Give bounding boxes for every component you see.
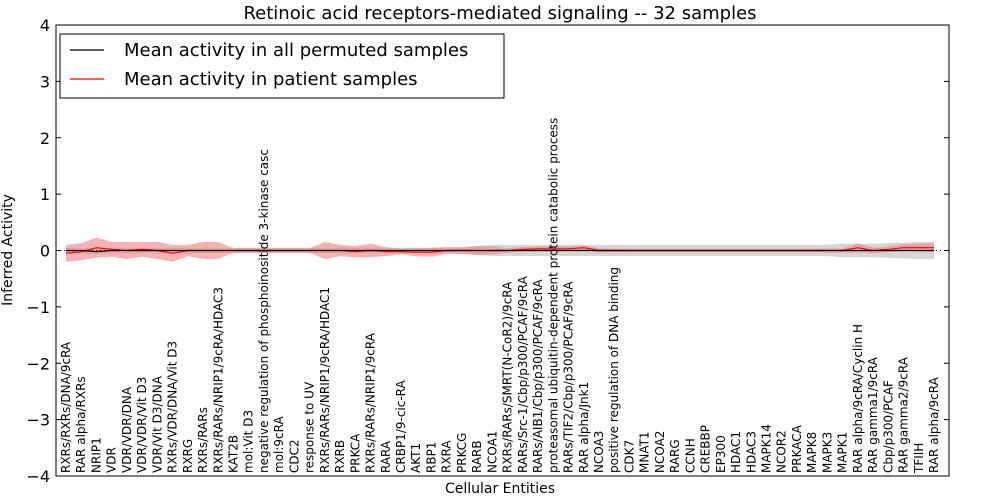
x-tick-label: NCOR2 bbox=[775, 430, 789, 473]
x-tick-label: MNAT1 bbox=[638, 431, 652, 473]
x-tick-label: Cbp/p300/PCAF bbox=[881, 380, 895, 473]
x-tick-label: RARs/AIB1/Cbp/p300/PCAF/9cRA bbox=[531, 279, 545, 473]
confidence-bands bbox=[66, 237, 934, 262]
x-tick-label: AKT1 bbox=[409, 443, 423, 473]
x-tick-label: RARs/TIF2/Cbp/p300/PCAF/9cRA bbox=[562, 281, 576, 473]
x-tick-label: NRIP1 bbox=[90, 437, 104, 473]
x-tick-label: CDC2 bbox=[287, 439, 301, 473]
x-tick-label: RXRB bbox=[333, 440, 347, 473]
x-tick-label: MAPK14 bbox=[760, 424, 774, 473]
x-tick-label: EP300 bbox=[714, 435, 728, 473]
x-tick-label: response to UV bbox=[303, 381, 317, 473]
y-tick-label: 1 bbox=[40, 185, 50, 204]
legend-label-patient: Mean activity in patient samples bbox=[124, 69, 418, 90]
x-tick-label: NCOA3 bbox=[592, 431, 606, 473]
x-tick-label: RXRs/VDR/DNA/Vit D3 bbox=[166, 341, 180, 473]
x-tick-label: VDR/VDR/DNA bbox=[120, 386, 134, 473]
x-tick-label: PRKCA bbox=[348, 433, 362, 473]
series-line-permuted bbox=[66, 249, 934, 253]
x-tick-label: CDK7 bbox=[622, 440, 636, 473]
x-tick-label: RAR alpha/9cRA/Cyclin H bbox=[851, 324, 865, 473]
x-tick-label: mol:Vit D3 bbox=[242, 410, 256, 473]
x-tick-label: PRKACA bbox=[790, 424, 804, 473]
chart-title: Retinoic acid receptors-mediated signali… bbox=[243, 3, 756, 24]
y-tick-label: −1 bbox=[26, 298, 50, 317]
x-tick-labels: RXRs/RXRs/DNA/9cRA RAR alpha/RXRs NRIP1 VDR… bbox=[59, 118, 941, 474]
x-tick-label: RARA bbox=[379, 440, 393, 473]
x-tick-label: RAR gamma1/9cRA bbox=[866, 356, 880, 473]
x-tick-label: RAR alpha/Jnk1 bbox=[577, 382, 591, 473]
x-tick-label: NCOA1 bbox=[485, 431, 499, 473]
x-tick-label: HDAC1 bbox=[729, 431, 743, 473]
x-tick-label: NCOA2 bbox=[653, 431, 667, 473]
y-tick-label: 2 bbox=[40, 129, 50, 148]
x-tick-label: KAT2B bbox=[227, 435, 241, 473]
legend-box bbox=[59, 33, 505, 99]
x-tick-label: RXRs/RARs/SMRT(N-CoR2)/9cRA bbox=[501, 281, 515, 473]
x-tick-label: proteasomal ubiquitin-dependent protein … bbox=[546, 118, 560, 473]
x-tick-label: CREBBP bbox=[699, 425, 713, 473]
x-tick-label: RAR alpha/RXRs bbox=[74, 376, 88, 473]
x-tick-label: RAR gamma2/9cRA bbox=[897, 356, 911, 473]
x-tick-label: RXRG bbox=[181, 439, 195, 473]
x-tick-label: negative regulation of phosphoinositide … bbox=[257, 149, 271, 473]
x-tick-label: RBP1 bbox=[425, 442, 439, 473]
x-tick-label: MAPK8 bbox=[805, 432, 819, 473]
x-tick-label: VDR bbox=[105, 447, 119, 473]
x-tick-label: RXRs/RARs bbox=[196, 407, 210, 473]
plot-frame bbox=[55, 24, 950, 477]
x-axis-label: Cellular Entities bbox=[445, 481, 555, 497]
legend-label-permuted: Mean activity in all permuted samples bbox=[124, 40, 468, 61]
y-tick-label: −4 bbox=[26, 467, 50, 486]
x-tick-label: positive regulation of DNA binding bbox=[607, 267, 621, 473]
band-patient bbox=[66, 237, 934, 262]
y-tick-label: 4 bbox=[40, 16, 50, 35]
y-tick-label: −2 bbox=[26, 354, 50, 373]
x-tick-label: MAPK3 bbox=[820, 432, 834, 473]
x-tick-label: PRKCG bbox=[455, 433, 469, 473]
x-tick-label: RARs/Src-1/Cbp/p300/PCAF/9cRA bbox=[516, 275, 530, 473]
x-tick-label: VDR/VDR/Vit D3 bbox=[135, 377, 149, 473]
x-tick-label: TFIIH bbox=[912, 443, 926, 474]
x-tick-label: VDR/Vit D3/DNA bbox=[150, 375, 164, 473]
x-tick-label: HDAC3 bbox=[744, 431, 758, 473]
x-tick-label: CRBP1/9-cic-RA bbox=[394, 379, 408, 473]
x-tick-label: MAPK1 bbox=[836, 432, 850, 473]
x-tick-label: RXRs/RARs/NRIP1/9cRA bbox=[364, 332, 378, 473]
x-tick-label: RXRs/RXRs/DNA/9cRA bbox=[59, 341, 73, 473]
series-lines bbox=[65, 247, 934, 254]
x-tick-label: CCNH bbox=[683, 438, 697, 473]
x-tick-label: mol:9cRA bbox=[272, 416, 286, 473]
y-axis-ticks: −4 −3 −2 −1 0 1 2 3 4 bbox=[26, 16, 949, 486]
y-tick-label: −3 bbox=[26, 411, 50, 430]
y-axis-label: Inferred Activity bbox=[0, 194, 16, 306]
x-tick-label: RARB bbox=[470, 440, 484, 473]
x-tick-label: RXRA bbox=[440, 440, 454, 473]
y-tick-label: 3 bbox=[40, 72, 50, 91]
x-tick-label: RXRs/RARs/NRIP1/9cRA/HDAC1 bbox=[318, 287, 332, 473]
legend: Mean activity in all permuted samples Me… bbox=[59, 33, 505, 99]
x-tick-label: RXRs/RARs/NRIP1/9cRA/HDAC3 bbox=[211, 287, 225, 473]
x-tick-label: RAR alpha/9cRA bbox=[927, 376, 941, 473]
x-tick-label: RARG bbox=[668, 439, 682, 473]
y-tick-label: 0 bbox=[40, 242, 50, 261]
